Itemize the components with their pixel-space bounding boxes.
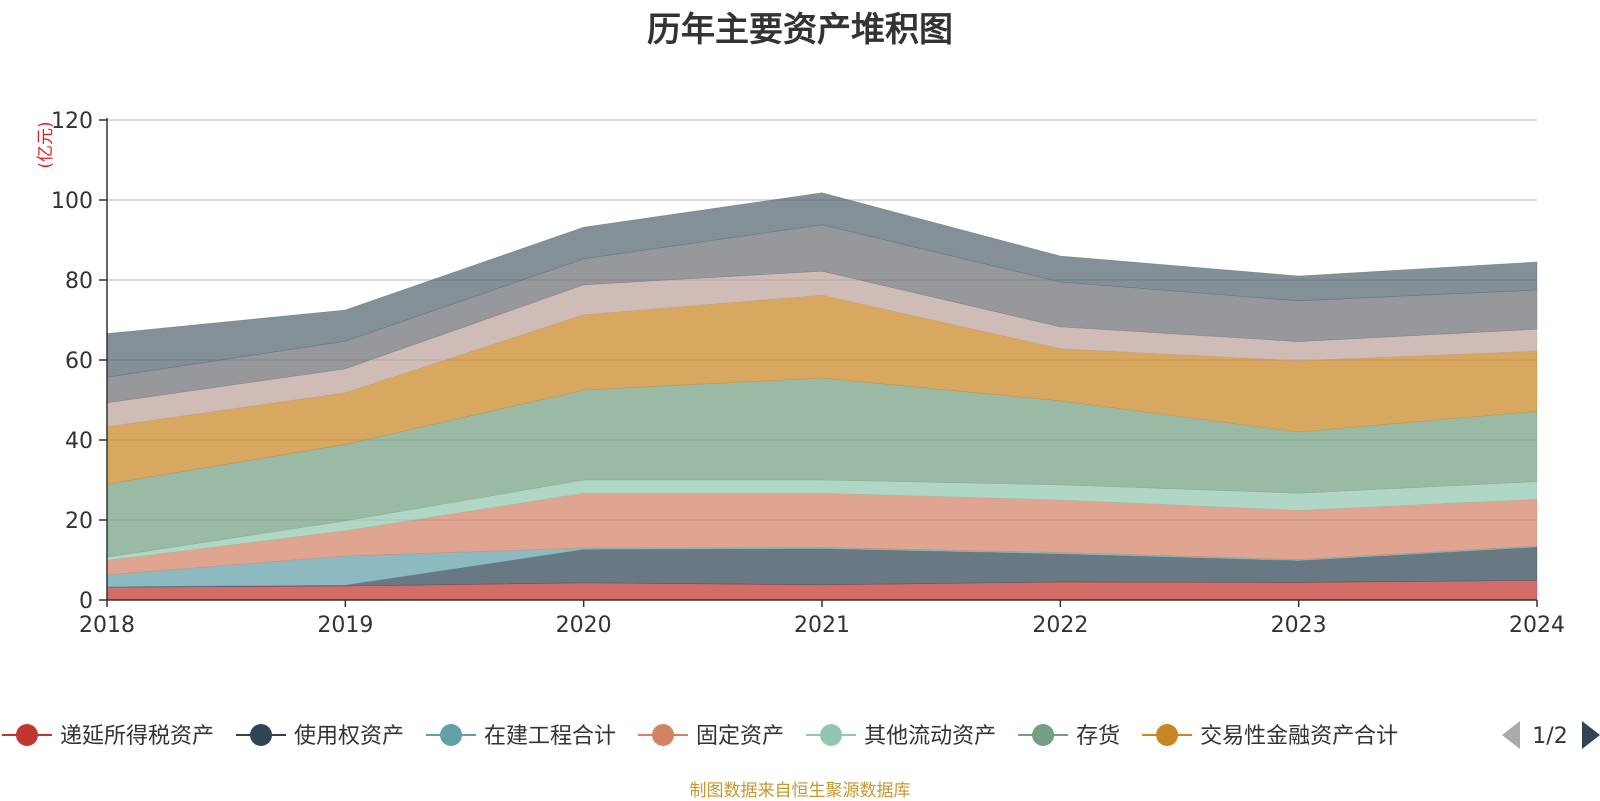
legend: 递延所得税资产 使用权资产 在建工程合计 固定资产 其他流动资产 存货 交易性金融资产合计 1… [2,721,1600,749]
legend-label: 在建工程合计 [484,724,616,749]
legend-label: 使用权资产 [294,724,404,749]
y-tick-label: 40 [65,429,93,454]
data-source-note: 制图数据来自恒生聚源数据库 [689,781,911,801]
legend-item-2[interactable]: 使用权资产 [236,724,404,749]
legend-label: 交易性金融资产合计 [1200,724,1398,749]
legend-marker-icon [250,724,273,746]
y-tick-label: 120 [51,109,93,134]
legend-label: 其他流动资产 [864,724,996,749]
legend-next-page-icon[interactable] [1582,721,1600,749]
x-tick-label: 2020 [556,613,612,638]
x-tick-label: 2024 [1509,613,1565,638]
area-10[interactable] [106,192,1538,378]
legend-marker-icon [1032,724,1055,746]
area-series [106,192,1538,601]
x-tick-label: 2018 [79,613,135,638]
legend-page-indicator: 1/2 [1532,724,1567,749]
legend-item-6[interactable]: 存货 [1018,724,1120,749]
legend-label: 固定资产 [696,724,784,749]
legend-prev-page-icon[interactable] [1502,721,1520,749]
y-tick-label: 60 [65,349,93,374]
legend-pager: 1/2 [1502,721,1600,749]
legend-label: 存货 [1076,724,1120,749]
legend-label: 递延所得税资产 [60,724,214,749]
legend-marker-icon [16,724,38,746]
chart-title: 历年主要资产堆积图 [647,10,953,50]
y-tick-label: 80 [65,269,93,294]
y-tick-label: 100 [51,189,93,214]
y-tick-label: 0 [79,589,93,614]
x-tick-label: 2019 [317,613,373,638]
legend-item-1[interactable]: 递延所得税资产 [2,724,214,749]
legend-marker-icon [440,724,463,746]
legend-item-7[interactable]: 交易性金融资产合计 [1142,724,1398,749]
y-axis-unit-label: (亿元) [36,121,56,168]
legend-item-5[interactable]: 其他流动资产 [806,724,996,749]
legend-marker-icon [1156,724,1179,746]
legend-marker-icon [820,724,843,746]
axes: 0 20 40 60 80 100 120 2018 2019 2020 2021 2022 2023 2… [51,109,1565,638]
x-tick-label: 2021 [794,613,850,638]
x-tick-label: 2022 [1032,613,1088,638]
x-tick-label: 2023 [1271,613,1327,638]
legend-item-3[interactable]: 在建工程合计 [426,724,616,749]
legend-item-4[interactable]: 固定资产 [638,724,784,749]
y-tick-label: 20 [65,509,93,534]
legend-marker-icon [652,724,675,746]
